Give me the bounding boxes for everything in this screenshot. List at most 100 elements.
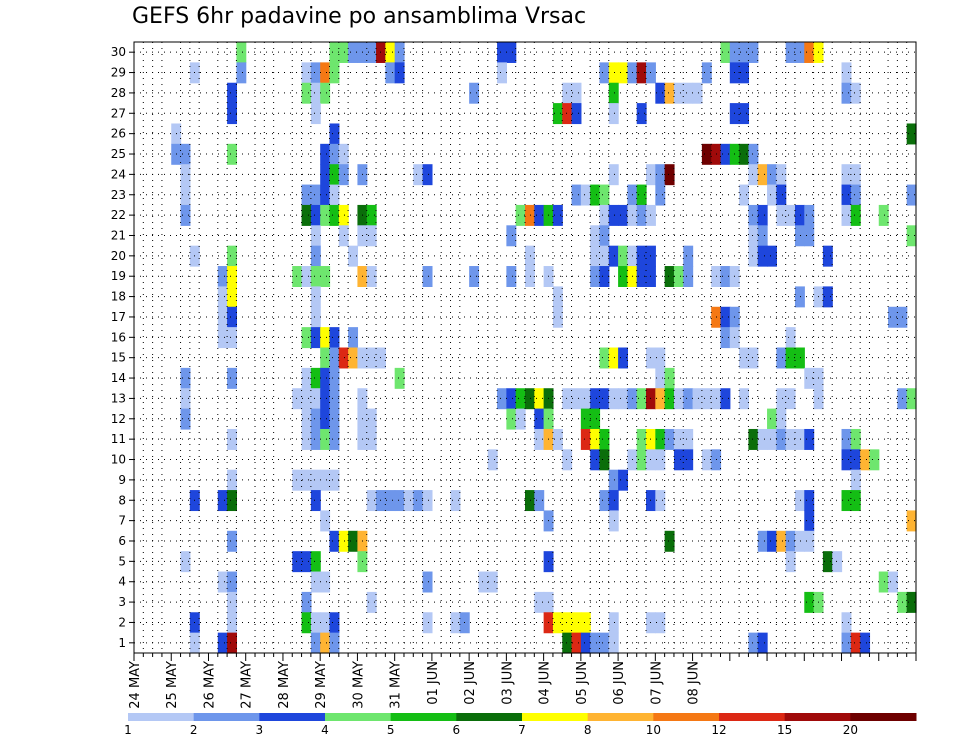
heatmap-cell <box>217 632 228 654</box>
heatmap-cell <box>320 327 331 349</box>
heatmap-cell <box>571 103 582 125</box>
y-axis: 1234567891011121314151617181920212223242… <box>111 45 134 650</box>
heatmap-cell <box>804 428 815 450</box>
heatmap-cell <box>673 428 684 450</box>
heatmap-cell <box>804 510 815 532</box>
heatmap-cell <box>515 204 526 226</box>
heatmap-cell <box>320 612 331 634</box>
heatmap-cell <box>403 490 414 512</box>
heatmap-cell <box>329 632 340 654</box>
heatmap-cell <box>822 551 833 573</box>
heatmap-cell <box>841 204 852 226</box>
heatmap-cell <box>310 612 321 634</box>
heatmap-cell <box>720 327 731 349</box>
heatmap-cell <box>748 245 759 267</box>
heatmap-cell <box>850 469 861 491</box>
heatmap-cell <box>599 388 610 410</box>
heatmap-cell <box>888 571 898 593</box>
heatmap-cell <box>673 449 684 471</box>
heatmap-cell <box>329 184 340 206</box>
heatmap-cell <box>618 204 629 226</box>
heatmap-cell <box>757 225 768 247</box>
heatmap-cell <box>329 347 340 369</box>
heatmap-cell <box>757 530 768 552</box>
heatmap-cell <box>608 388 619 410</box>
x-tick-label: 26 MAY <box>202 661 217 709</box>
y-tick-label: 23 <box>111 188 126 202</box>
heatmap-cell <box>525 204 535 226</box>
heatmap-cell <box>608 469 619 491</box>
y-tick-label: 13 <box>111 391 126 405</box>
heatmap-cell <box>217 571 228 593</box>
heatmap-cell <box>320 266 331 287</box>
heatmap-cell <box>348 245 359 267</box>
heatmap-cell <box>320 62 331 84</box>
heatmap-cell <box>180 184 191 206</box>
heatmap-cell <box>655 388 666 410</box>
heatmap-cell <box>776 184 787 206</box>
heatmap-cell <box>217 490 228 512</box>
heatmap-cell <box>497 42 507 63</box>
heatmap-cell <box>310 184 321 206</box>
heatmap-cell <box>310 82 321 104</box>
heatmap-cell <box>850 184 861 206</box>
heatmap-cell <box>310 428 321 450</box>
heatmap-cell <box>450 490 461 512</box>
heatmap-cell <box>180 388 191 410</box>
heatmap-cell <box>767 184 777 206</box>
heatmap-cell <box>301 408 312 430</box>
heatmap-cell <box>860 632 871 654</box>
heatmap-cell <box>366 490 377 512</box>
y-tick-label: 26 <box>111 127 126 141</box>
heatmap-cell <box>664 428 675 450</box>
heatmap-cell <box>180 204 191 226</box>
heatmap-cell <box>608 490 619 512</box>
heatmap-cell <box>329 612 340 634</box>
y-tick-label: 8 <box>118 493 126 507</box>
heatmap-cell <box>422 612 433 634</box>
colorbar-swatch <box>653 713 720 721</box>
heatmap-cell <box>767 530 777 552</box>
x-tick-label: 30 MAY <box>351 661 366 709</box>
heatmap-cell <box>469 266 480 287</box>
heatmap-cell <box>655 367 666 389</box>
y-tick-label: 15 <box>111 351 126 365</box>
heatmap-cell <box>785 327 796 349</box>
heatmap-cell <box>310 306 321 328</box>
y-tick-label: 12 <box>111 412 126 426</box>
heatmap-cell <box>506 388 517 410</box>
heatmap-cell <box>320 428 331 450</box>
heatmap-cell <box>534 204 545 226</box>
heatmap-cell <box>850 164 861 186</box>
heatmap-cell <box>794 490 805 512</box>
colorbar-legend: 1 2 3 4 5 6 7 8 10 12 15 20 <box>124 713 917 737</box>
heatmap-cell <box>673 266 684 287</box>
heatmap-cell <box>552 428 563 450</box>
heatmap-cell <box>906 225 917 247</box>
heatmap-cell <box>683 449 694 471</box>
heatmap-cell <box>655 428 666 450</box>
heatmap-cell <box>534 490 545 512</box>
y-tick-label: 11 <box>111 432 126 446</box>
heatmap-cell <box>320 143 331 165</box>
heatmap-cell <box>878 571 889 593</box>
heatmap-cell <box>552 306 563 328</box>
heatmap-cell <box>562 82 573 104</box>
heatmap-cell <box>292 266 303 287</box>
heatmap-cell <box>301 591 312 613</box>
y-tick-label: 16 <box>111 330 126 344</box>
heatmap-cell <box>422 571 433 593</box>
heatmap-cell <box>376 347 386 369</box>
heatmap-cell <box>701 388 712 410</box>
heatmap-cell <box>310 367 321 389</box>
heatmap-cell <box>301 388 312 410</box>
heatmap-cell <box>217 266 228 287</box>
heatmap-cell <box>776 388 787 410</box>
heatmap-cell <box>320 408 331 430</box>
heatmap-cell <box>506 408 517 430</box>
heatmap-cell <box>329 62 340 84</box>
heatmap-cell <box>590 225 601 247</box>
heatmap-cell <box>348 530 359 552</box>
heatmap-cell <box>338 164 349 186</box>
